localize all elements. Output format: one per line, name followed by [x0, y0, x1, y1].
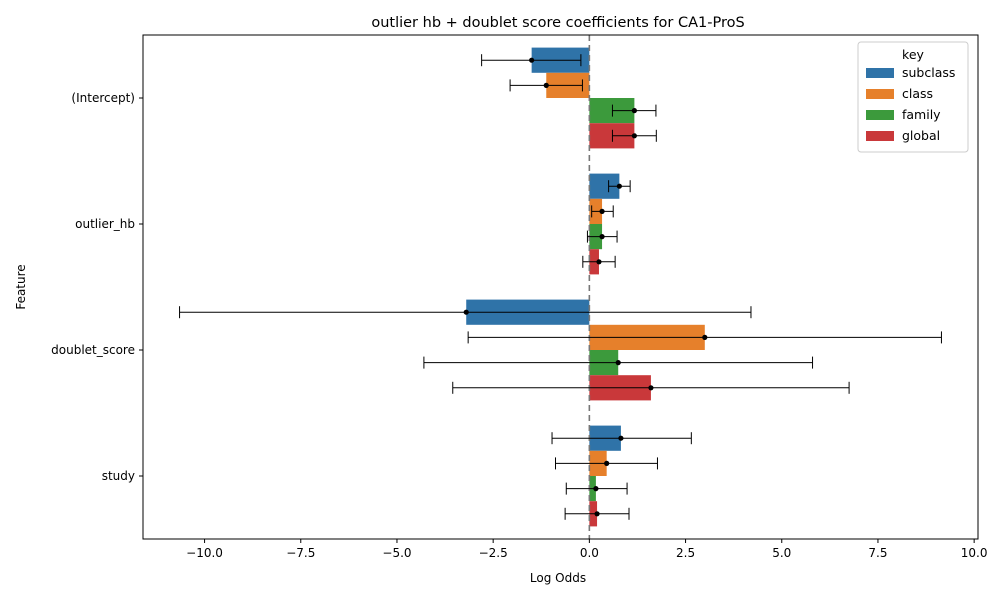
point-global-2 [648, 385, 654, 391]
x-tick-label: 7.5 [868, 546, 887, 560]
chart-title: outlier hb + doublet score coefficients … [371, 15, 744, 31]
point-subclass-1 [616, 183, 622, 189]
legend-title: key [902, 47, 924, 62]
point-family-0 [631, 108, 637, 114]
y-tick-label: study [102, 469, 135, 483]
x-tick-label: −2.5 [479, 546, 508, 560]
legend-swatch-family [866, 110, 894, 120]
plot-area [179, 35, 942, 539]
axes: −10.0 −7.5 −5.0 −2.5 0.0 2.5 5.0 7.5 10.0 (Interc… [51, 91, 987, 560]
legend: key subclass class family global [857, 41, 969, 153]
legend-label-subclass: subclass [902, 65, 955, 80]
plot-frame [142, 34, 979, 540]
legend-swatch-global [866, 131, 894, 141]
x-tick-label: 0.0 [580, 546, 599, 560]
point-subclass-3 [618, 435, 624, 441]
legend-label-global: global [902, 128, 940, 143]
x-tick-label: 2.5 [676, 546, 695, 560]
point-class-1 [599, 208, 605, 214]
point-family-1 [599, 234, 605, 240]
x-axis-title: Log Odds [530, 571, 586, 585]
point-class-2 [702, 334, 708, 340]
x-tick-label: 5.0 [772, 546, 791, 560]
x-tick-label: −7.5 [286, 546, 315, 560]
legend-swatch-class [866, 89, 894, 99]
x-tick-label: 10.0 [961, 546, 988, 560]
x-tick-label: −5.0 [382, 546, 411, 560]
y-tick-label: doublet_score [51, 343, 135, 357]
legend-label-family: family [902, 107, 941, 122]
y-axis-title: Feature [14, 264, 28, 309]
y-tick-label: (Intercept) [71, 91, 135, 105]
point-subclass-0 [529, 57, 535, 63]
point-global-0 [631, 133, 637, 139]
point-subclass-2 [463, 309, 469, 315]
legend-label-class: class [902, 86, 933, 101]
point-class-0 [543, 82, 549, 88]
legend-swatch-subclass [866, 68, 894, 78]
point-global-3 [594, 511, 600, 517]
point-family-3 [593, 486, 599, 492]
x-tick-label: −10.0 [186, 546, 223, 560]
y-tick-label: outlier_hb [75, 217, 135, 231]
point-class-3 [604, 460, 610, 466]
point-family-2 [615, 360, 621, 366]
point-global-1 [596, 259, 602, 265]
